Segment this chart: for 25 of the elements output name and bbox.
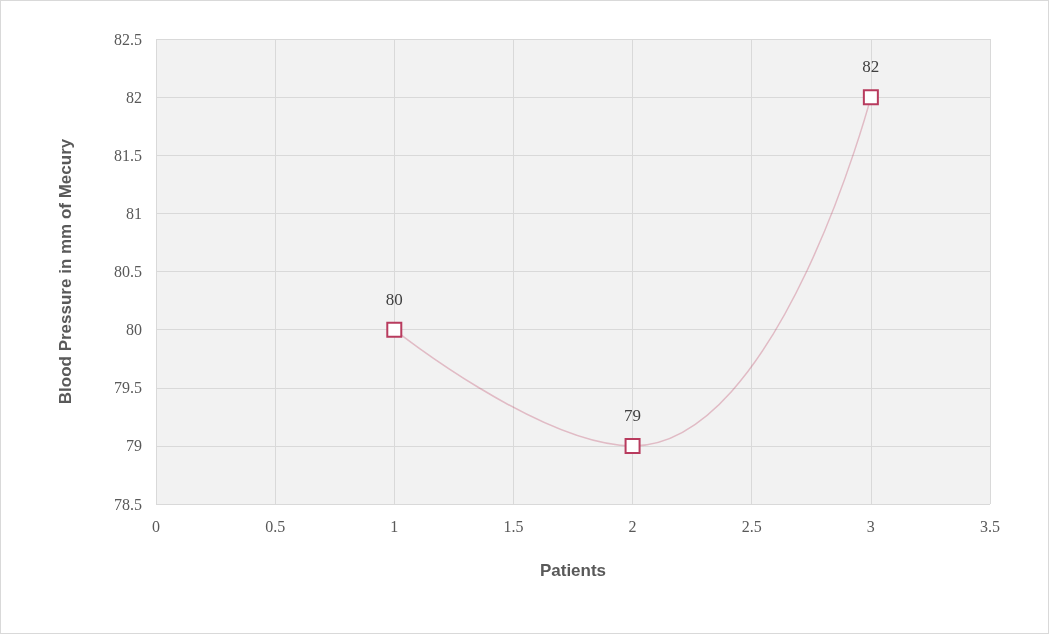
- y-tick-label: 79.5: [114, 379, 142, 397]
- point: [386, 321, 403, 338]
- point: [624, 437, 641, 454]
- x-tick-label: 3: [866, 517, 875, 535]
- y-tick-label: 82.5: [114, 30, 142, 48]
- x-tick-label: 2.5: [741, 517, 762, 535]
- y-tick-label: 78.5: [114, 495, 142, 513]
- x-tick-label: 3.5: [980, 517, 1000, 535]
- data-label: 79: [624, 405, 642, 425]
- x-tick-label: 1.5: [503, 517, 524, 535]
- y-tick-label: 80: [126, 321, 142, 339]
- y-tick-label: 80.5: [114, 263, 142, 280]
- x-tick-label: 2: [628, 517, 637, 535]
- y-tick-label: 79: [126, 437, 142, 455]
- point: [862, 89, 879, 106]
- data-label: 82: [862, 57, 880, 77]
- y-tick-label: 81.5: [114, 146, 142, 164]
- y-tick-label: 82: [126, 88, 142, 106]
- x-axis-title: Patients: [539, 561, 607, 580]
- y-axis-title: Blood Pressure in mm of Mecury: [56, 138, 75, 405]
- y-tick-label: 81: [126, 204, 142, 222]
- data-label: 80: [385, 289, 403, 309]
- x-tick-label: 0.5: [265, 517, 286, 535]
- x-tick-label: 0: [152, 517, 160, 535]
- x-tick-label: 1: [390, 517, 399, 535]
